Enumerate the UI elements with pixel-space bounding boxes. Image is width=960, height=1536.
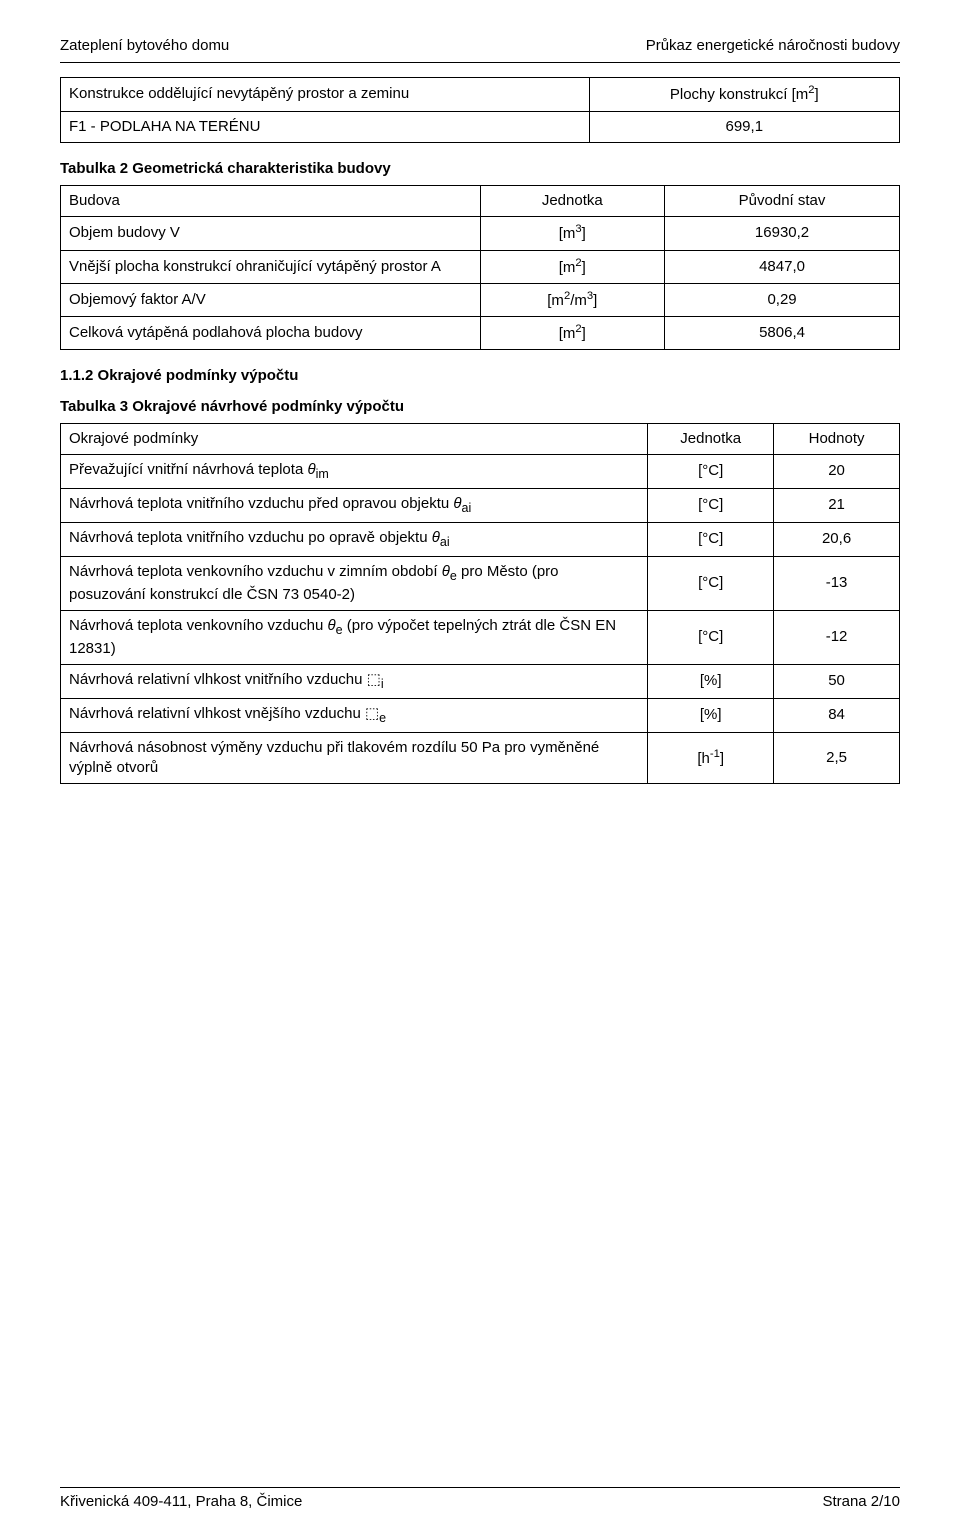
table-conditions: Okrajové podmínky Jednotka Hodnoty Převa… (60, 423, 900, 784)
table-cell: [%] (648, 698, 774, 732)
table-cell: Návrhová teplota venkovního vzduchu v zi… (61, 556, 648, 610)
text: Plochy konstrukcí [m (670, 86, 808, 103)
table-row: Návrhová teplota vnitřního vzduchu před … (61, 488, 900, 522)
table-geometry: Budova Jednotka Původní stav Objem budov… (60, 185, 900, 350)
table-cell: [°C] (648, 522, 774, 556)
table-cell: Celková vytápěná podlahová plocha budovy (61, 317, 481, 350)
table-cell: 21 (774, 488, 900, 522)
table-row: Návrhová teplota vnitřního vzduchu po op… (61, 522, 900, 556)
table-cell: Návrhová teplota vnitřního vzduchu před … (61, 488, 648, 522)
header-left: Zateplení bytového domu (60, 36, 229, 56)
table-cell: 50 (774, 664, 900, 698)
table-cell: [°C] (648, 556, 774, 610)
table-cell: 16930,2 (665, 217, 900, 250)
table-cell: F1 - PODLAHA NA TERÉNU (61, 111, 590, 142)
table-cell: 699,1 (589, 111, 899, 142)
table2-caption: Tabulka 2 Geometrická charakteristika bu… (60, 159, 900, 179)
table-row: F1 - PODLAHA NA TERÉNU 699,1 (61, 111, 900, 142)
table-cell: Vnější plocha konstrukcí ohraničující vy… (61, 250, 481, 283)
table-row: Návrhová teplota venkovního vzduchu θe (… (61, 610, 900, 664)
table-cell: Objemový faktor A/V (61, 283, 481, 316)
table-cell: [m2/m3] (480, 283, 665, 316)
table-row: Převažující vnitřní návrhová teplota θim… (61, 455, 900, 489)
table-header-cell: Plochy konstrukcí [m2] (589, 78, 899, 111)
table-cell: Návrhová relativní vlhkost vnějšího vzdu… (61, 698, 648, 732)
text: ] (815, 86, 819, 103)
table-header-cell: Jednotka (648, 423, 774, 454)
table-cell: -13 (774, 556, 900, 610)
table-cell: Objem budovy V (61, 217, 481, 250)
table-cell: Návrhová teplota venkovního vzduchu θe (… (61, 610, 648, 664)
table-header-cell: Budova (61, 186, 481, 217)
table-cell: [h-1] (648, 732, 774, 784)
table-cell: 4847,0 (665, 250, 900, 283)
table-cell: [m3] (480, 217, 665, 250)
table-cell: Návrhová relativní vlhkost vnitřního vzd… (61, 664, 648, 698)
table-cell: [%] (648, 664, 774, 698)
table-cell: [°C] (648, 610, 774, 664)
table-row: Celková vytápěná podlahová plocha budovy… (61, 317, 900, 350)
table-cell: 20,6 (774, 522, 900, 556)
header-divider (60, 62, 900, 63)
header-right: Průkaz energetické náročnosti budovy (646, 36, 900, 56)
section-heading: 1.1.2 Okrajové podmínky výpočtu (60, 366, 900, 386)
table-cell: [m2] (480, 250, 665, 283)
table-header-cell: Okrajové podmínky (61, 423, 648, 454)
table-cell: 20 (774, 455, 900, 489)
table-row: Návrhová násobnost výměny vzduchu při tl… (61, 732, 900, 784)
table-row: Objem budovy V[m3]16930,2 (61, 217, 900, 250)
table-cell: [°C] (648, 488, 774, 522)
table-row: Vnější plocha konstrukcí ohraničující vy… (61, 250, 900, 283)
table-cell: 0,29 (665, 283, 900, 316)
table-row: Objemový faktor A/V[m2/m3]0,29 (61, 283, 900, 316)
table-cell: [m2] (480, 317, 665, 350)
table-cell: Převažující vnitřní návrhová teplota θim (61, 455, 648, 489)
table-cell: 2,5 (774, 732, 900, 784)
table-row: Návrhová relativní vlhkost vnějšího vzdu… (61, 698, 900, 732)
footer-divider (60, 1487, 900, 1488)
table-cell: [°C] (648, 455, 774, 489)
table-header-row: Budova Jednotka Původní stav (61, 186, 900, 217)
table-cell: 84 (774, 698, 900, 732)
table-row: Návrhová relativní vlhkost vnitřního vzd… (61, 664, 900, 698)
footer-right: Strana 2/10 (822, 1492, 900, 1512)
table-header-cell: Jednotka (480, 186, 665, 217)
page-footer: Křivenická 409-411, Praha 8, Čimice Stra… (60, 1487, 900, 1512)
table-cell: 5806,4 (665, 317, 900, 350)
page-header: Zateplení bytového domu Průkaz energetic… (60, 36, 900, 56)
table-header-cell: Hodnoty (774, 423, 900, 454)
table-cell: -12 (774, 610, 900, 664)
table-cell: Návrhová teplota vnitřního vzduchu po op… (61, 522, 648, 556)
table3-caption: Tabulka 3 Okrajové návrhové podmínky výp… (60, 397, 900, 417)
footer-left: Křivenická 409-411, Praha 8, Čimice (60, 1492, 302, 1512)
table-header-row: Okrajové podmínky Jednotka Hodnoty (61, 423, 900, 454)
table-header-cell: Konstrukce oddělující nevytápěný prostor… (61, 78, 590, 111)
table-row: Návrhová teplota venkovního vzduchu v zi… (61, 556, 900, 610)
table-constructions: Konstrukce oddělující nevytápěný prostor… (60, 77, 900, 143)
table-row: Konstrukce oddělující nevytápěný prostor… (61, 78, 900, 111)
table-cell: Návrhová násobnost výměny vzduchu při tl… (61, 732, 648, 784)
table-header-cell: Původní stav (665, 186, 900, 217)
